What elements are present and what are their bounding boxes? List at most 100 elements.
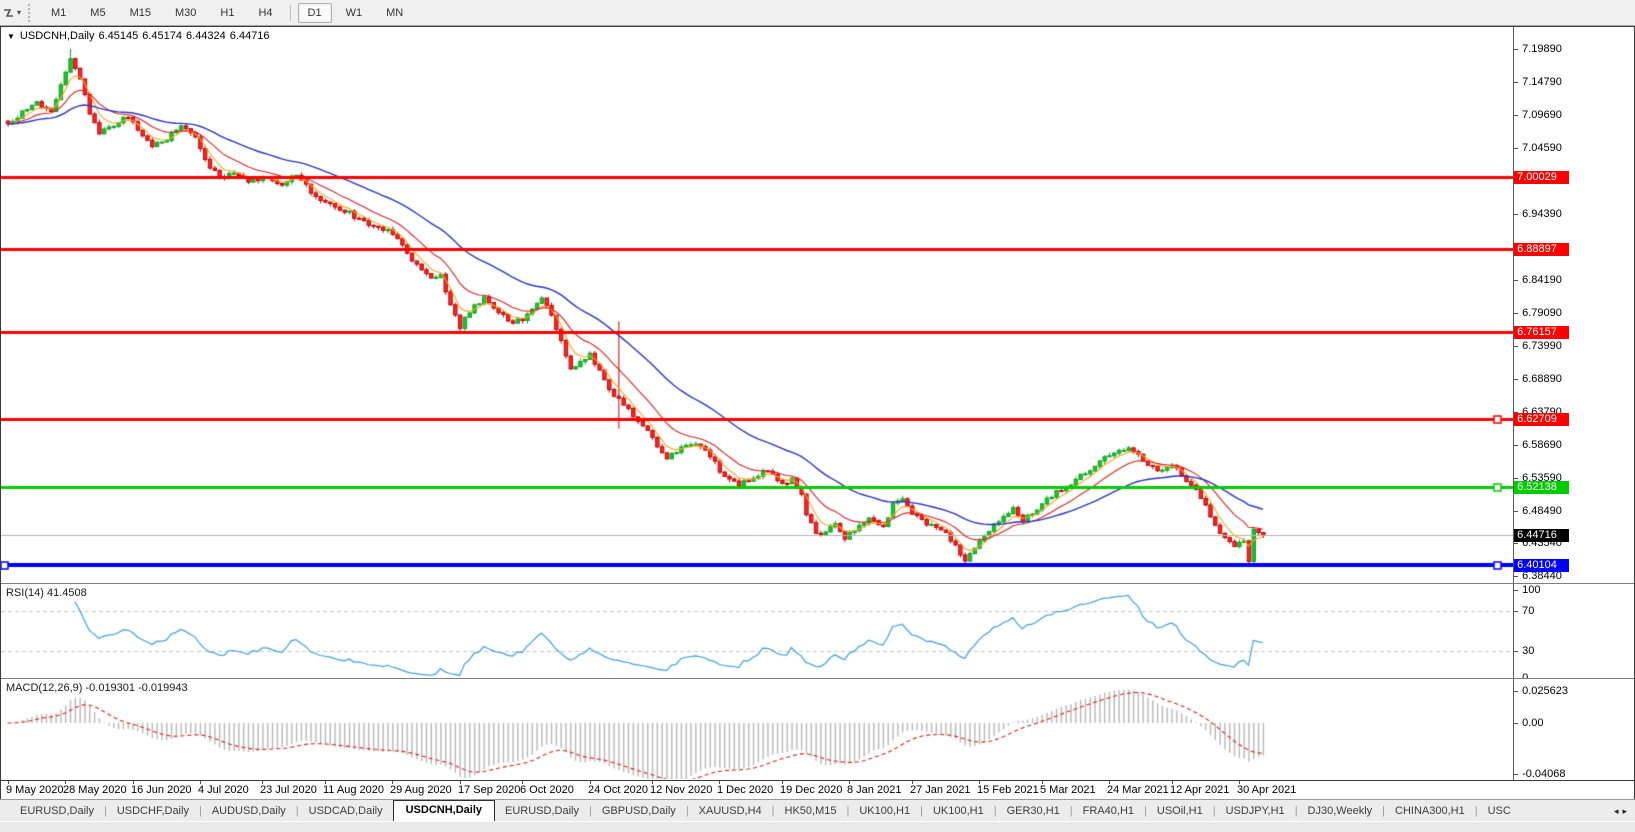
price-tick-mark: [1514, 313, 1519, 314]
price-axis[interactable]: 7.19890 7.14790 7.09690 7.04590 6.94390 6.841…: [1513, 27, 1634, 583]
price-tick-mark: [1514, 82, 1519, 83]
price-tick-label: 6.68890: [1522, 373, 1562, 385]
tab-scroll-right-icon[interactable]: ▸: [1622, 806, 1631, 816]
status-strip: [0, 821, 1635, 832]
rsi-panel[interactable]: RSI(14) 41.4508: [1, 584, 1514, 678]
date-label: 30 Apr 2021: [1237, 784, 1297, 796]
top-toolbar: ▾ M1 M5 M15 M30 H1 H4 D1 W1 MN: [0, 0, 1635, 26]
tab-scroll-left-icon[interactable]: ◂: [1613, 806, 1623, 816]
time-tick-mark: [262, 781, 263, 784]
main-chart-canvas[interactable]: [1, 27, 1514, 583]
chevron-down-icon[interactable]: ▾: [17, 8, 22, 17]
quote-close: 6.44716: [229, 30, 270, 42]
time-tick-mark: [979, 781, 980, 784]
tab-usdjpy-h1[interactable]: USDJPY,H1: [1225, 805, 1285, 817]
tab-usoil-h1[interactable]: USOil,H1: [1156, 805, 1203, 817]
macd-canvas[interactable]: [1, 679, 1514, 779]
tab-separator: |: [588, 805, 592, 817]
tab-separator: |: [1474, 805, 1478, 817]
tab-fra40-h1[interactable]: FRA40,H1: [1082, 805, 1135, 817]
date-label: 16 Jun 2020: [131, 784, 192, 796]
collapse-triangle-icon[interactable]: ▼: [7, 32, 15, 41]
time-tick-mark: [1042, 781, 1043, 784]
chart-tabbar: EURUSD,Daily | USDCHF,Daily | AUDUSD,Daily | U…: [0, 799, 1635, 821]
rsi-tick-mark: [1514, 651, 1519, 652]
date-label: 24 Mar 2021: [1107, 784, 1169, 796]
time-tick-mark: [522, 781, 523, 784]
timeframe-button-m1[interactable]: M1: [51, 6, 67, 19]
rsi-tick-label: 0: [1522, 672, 1529, 678]
time-tick-mark: [325, 781, 326, 784]
time-tick-mark: [912, 781, 913, 784]
date-label: 6 Oct 2020: [520, 784, 574, 796]
rsi-tick-mark: [1514, 590, 1519, 591]
time-axis[interactable]: 9 May 2020 28 May 2020 16 Jun 2020 4 Jul 20…: [0, 781, 1635, 799]
date-label: 27 Jan 2021: [910, 784, 971, 796]
price-tick-label: 6.79090: [1522, 307, 1562, 319]
timeframe-button-m15[interactable]: M15: [129, 6, 151, 19]
tab-xauusd-h4[interactable]: XAUUSD,H4: [698, 805, 762, 817]
macd-tick-label: 0.025623: [1522, 684, 1568, 697]
timeframe-button-w1[interactable]: W1: [345, 6, 363, 19]
rsi-axis[interactable]: 100 70 30 0: [1513, 584, 1634, 678]
tab-dj30-weekly[interactable]: DJ30,Weekly: [1307, 805, 1373, 817]
current-price-label: 6.44716: [1514, 529, 1570, 542]
time-tick-mark: [590, 781, 591, 784]
time-tick-mark: [8, 781, 9, 784]
rsi-tick-label: 100: [1522, 584, 1541, 596]
date-label: 19 Dec 2020: [780, 784, 843, 796]
time-tick-mark: [849, 781, 850, 784]
tab-audusd-daily[interactable]: AUDUSD,Daily: [211, 805, 286, 817]
level-price-label: 6.52138: [1514, 481, 1570, 494]
price-tick-label: 6.94390: [1522, 208, 1562, 220]
price-tick-mark: [1514, 49, 1519, 50]
rsi-canvas[interactable]: [1, 584, 1514, 678]
tab-usdcnh-daily[interactable]: USDCNH,Daily: [392, 800, 496, 821]
timeframe-button-d1[interactable]: D1: [297, 2, 332, 23]
tab-usc[interactable]: USC: [1487, 805, 1511, 817]
quote-open: 6.45145: [98, 30, 139, 42]
timeframe-button-m5[interactable]: M5: [90, 6, 106, 19]
tab-uk100-h1[interactable]: UK100,H1: [932, 805, 984, 817]
timeframe-button-h4[interactable]: H4: [258, 6, 273, 19]
date-label: 1 Dec 2020: [717, 784, 774, 796]
tab-eurusd-daily[interactable]: EURUSD,Daily: [20, 805, 94, 817]
rsi-value: 41.4508: [46, 587, 87, 599]
main-chart-panel[interactable]: ▼ USDCNH,Daily 6.45145 6.45174 6.44324 6.4471…: [1, 27, 1514, 583]
chart-cursor-icon[interactable]: [2, 6, 16, 20]
price-tick-mark: [1514, 412, 1519, 413]
price-tick-mark: [1514, 148, 1519, 149]
level-price-label: 6.88897: [1514, 243, 1570, 256]
price-tick-mark: [1514, 379, 1519, 380]
macd-panel[interactable]: MACD(12,26,9) -0.019301 -0.019943: [1, 679, 1514, 780]
tab-eurusd-daily[interactable]: EURUSD,Daily: [505, 805, 579, 817]
macd-axis[interactable]: 0.025623 0.00 -0.04068: [1513, 679, 1634, 780]
tab-usdcad-daily[interactable]: USDCAD,Daily: [308, 805, 383, 817]
tab-uk100-h1[interactable]: UK100,H1: [859, 805, 911, 817]
price-tick-mark: [1514, 543, 1519, 544]
tab-usdchf-daily[interactable]: USDCHF,Daily: [116, 805, 189, 817]
price-tick-mark: [1514, 511, 1519, 512]
tab-separator: |: [685, 805, 689, 817]
tab-separator: |: [1069, 805, 1073, 817]
date-label: 11 Aug 2020: [323, 784, 384, 796]
macd-label: MACD(12,26,9) -0.019301 -0.019943: [6, 682, 188, 694]
price-tick-mark: [1514, 576, 1519, 577]
tab-gbpusd-daily[interactable]: GBPUSD,Daily: [601, 805, 676, 817]
date-label: 15 Feb 2021: [977, 784, 1039, 796]
timeframe-button-h1[interactable]: H1: [220, 6, 235, 19]
date-label: 28 May 2020: [63, 784, 127, 796]
timeframe-button-mn[interactable]: MN: [386, 6, 404, 19]
tab-ger30-h1[interactable]: GER30,H1: [1006, 805, 1060, 817]
toolbar-grip[interactable]: [28, 3, 35, 22]
price-tick-label: 7.04590: [1522, 142, 1562, 154]
time-tick-mark: [719, 781, 720, 784]
level-price-label: 6.40104: [1514, 559, 1570, 572]
time-tick-mark: [65, 781, 66, 784]
macd-signal-value: -0.019943: [138, 682, 188, 694]
date-label: 23 Jul 2020: [260, 784, 317, 796]
timeframe-button-m30[interactable]: M30: [174, 6, 197, 19]
tab-china300-h1[interactable]: CHINA300,H1: [1395, 805, 1465, 817]
price-tick-mark: [1514, 214, 1519, 215]
tab-hk50-m15[interactable]: HK50,M15: [784, 805, 837, 817]
